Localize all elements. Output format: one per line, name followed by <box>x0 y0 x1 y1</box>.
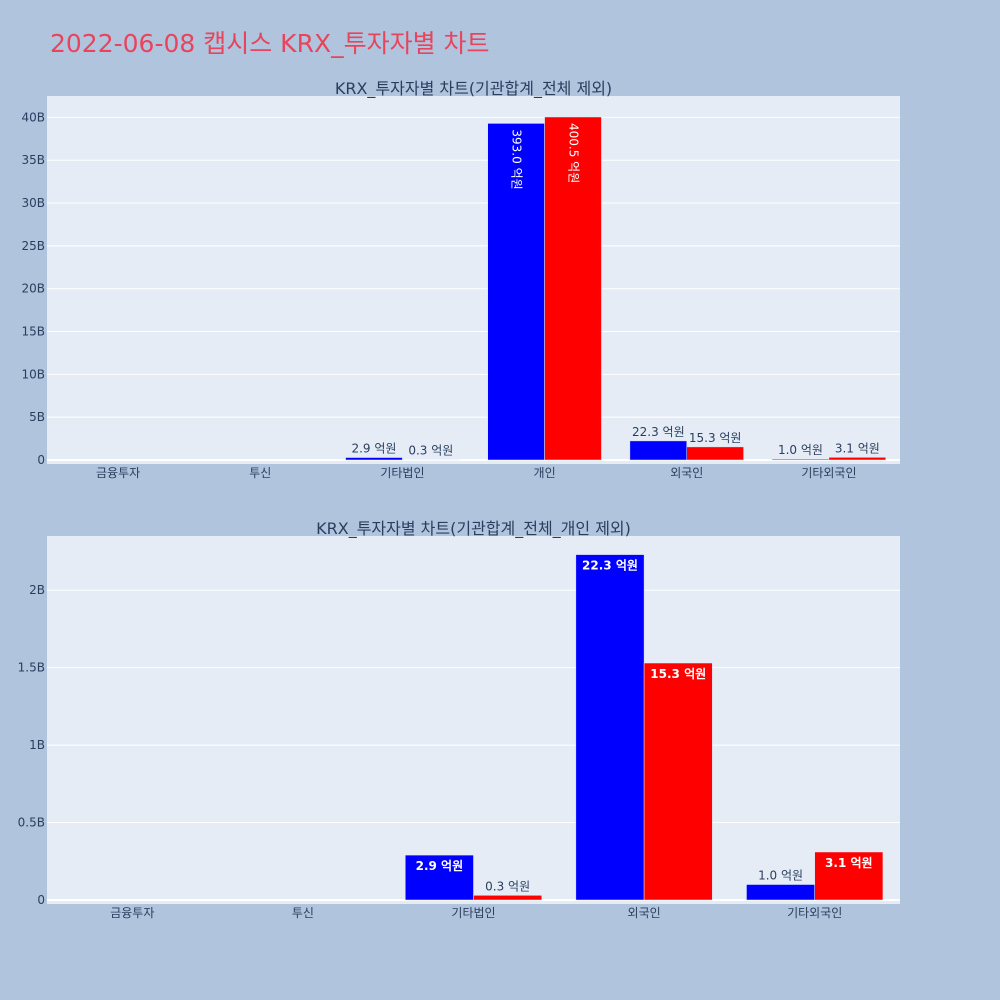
y-tick-label: 35B <box>21 153 45 167</box>
data-label: 3.1 억원 <box>825 856 873 870</box>
bar <box>487 123 545 461</box>
bar <box>814 851 884 901</box>
x-tick-label: 금융투자 <box>110 906 154 920</box>
data-label: 2.9 억원 <box>351 442 396 456</box>
page-title: 2022-06-08 캡시스 KRX_투자자별 차트 <box>50 29 490 58</box>
x-tick-label: 기타외국인 <box>787 906 842 920</box>
y-tick-label: 1B <box>29 738 45 752</box>
y-tick-label: 20B <box>21 282 45 296</box>
bar <box>828 457 887 461</box>
data-label: 15.3 억원 <box>650 667 706 681</box>
data-label: 15.3 억원 <box>689 431 742 445</box>
data-label: 3.1 억원 <box>835 441 880 455</box>
data-label: 1.0 억원 <box>778 443 823 457</box>
y-tick-label: 25B <box>21 239 45 253</box>
data-label: 22.3 억원 <box>582 559 638 573</box>
data-label: 0.3 억원 <box>485 879 530 893</box>
bar <box>643 662 713 901</box>
bar <box>345 457 403 461</box>
plot-area-2 <box>47 536 900 904</box>
y-tick-label: 5B <box>29 410 45 424</box>
bar <box>544 116 602 461</box>
data-label: 0.3 억원 <box>408 444 453 458</box>
bar <box>473 895 542 901</box>
data-label: 400.5 억원 <box>567 123 581 183</box>
data-label: 1.0 억원 <box>758 869 803 883</box>
chart-title-2: KRX_투자자별 차트(기관합계_전체_개인 제외) <box>316 519 631 539</box>
x-tick-label: 기타법인 <box>380 466 424 480</box>
chart-title-1: KRX_투자자별 차트(기관합계_전체 제외) <box>335 79 612 99</box>
x-tick-label: 외국인 <box>628 906 661 920</box>
x-tick-label: 투신 <box>249 466 271 480</box>
bar <box>629 440 688 461</box>
x-tick-label: 기타법인 <box>451 906 495 920</box>
bar <box>746 884 815 901</box>
data-label: 22.3 억원 <box>632 425 685 439</box>
y-tick-label: 1.5B <box>18 661 45 675</box>
x-tick-label: 외국인 <box>670 466 703 480</box>
y-tick-label: 15B <box>21 325 45 339</box>
y-tick-label: 40B <box>21 110 45 124</box>
bar <box>575 554 645 901</box>
bar <box>405 854 474 901</box>
y-tick-label: 10B <box>21 367 45 381</box>
bar <box>686 446 744 461</box>
y-tick-label: 2B <box>29 583 45 597</box>
x-tick-label: 기타외국인 <box>801 466 856 480</box>
data-label: 393.0 억원 <box>510 129 524 189</box>
plot-area-1 <box>47 96 900 464</box>
x-tick-label: 금융투자 <box>96 466 140 480</box>
y-tick-label: 0.5B <box>18 816 45 830</box>
x-tick-label: 개인 <box>534 466 556 480</box>
y-tick-label: 30B <box>21 196 45 210</box>
bar <box>771 458 830 461</box>
x-tick-label: 투신 <box>292 906 314 920</box>
y-tick-label: 0 <box>37 893 45 907</box>
data-label: 2.9 억원 <box>416 859 464 873</box>
y-tick-label: 0 <box>37 453 45 467</box>
